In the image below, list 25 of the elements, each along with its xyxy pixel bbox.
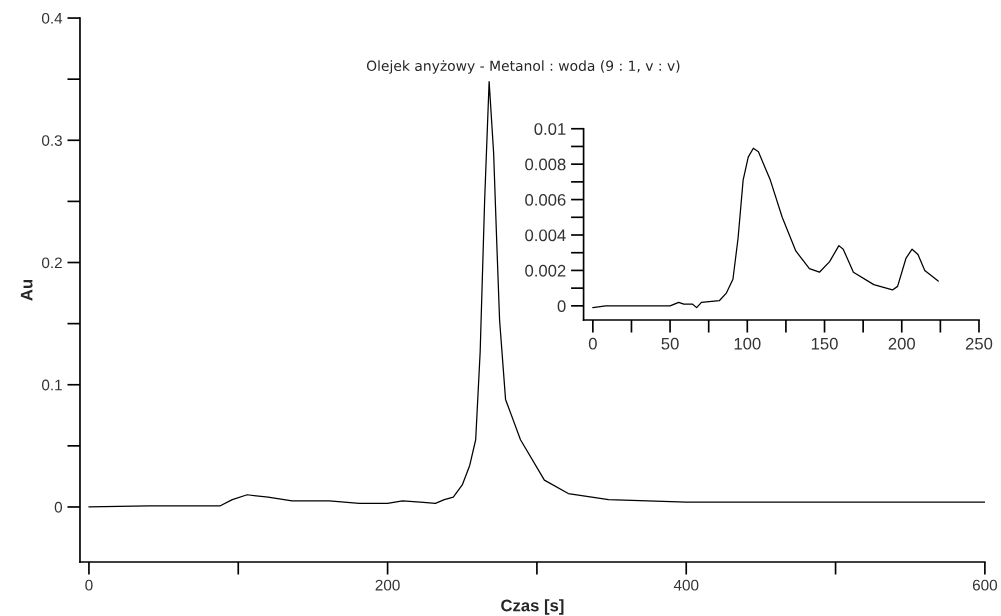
y-tick-label: 0.3 — [41, 135, 62, 146]
y-tick-label: 0.1 — [41, 379, 62, 391]
y-tick-label: 0.2 — [41, 257, 62, 269]
y-tick-label: 0 — [54, 501, 63, 513]
y-tick-label: 0.004 — [525, 229, 566, 242]
y-tick-label: 0.008 — [525, 158, 566, 171]
y-tick-label: 0.4 — [41, 12, 63, 24]
x-tick-label: 150 — [811, 337, 838, 350]
x-tick-label: 50 — [661, 337, 679, 350]
x-tick-label: 250 — [965, 337, 993, 350]
x-tick-label: 600 — [972, 579, 998, 591]
y-tick-label: 0 — [557, 300, 566, 313]
x-tick-label: 0 — [85, 579, 93, 591]
y-tick-label: 0.002 — [525, 264, 566, 277]
y-axis-title: Au — [20, 280, 33, 301]
x-tick-label: 100 — [734, 337, 761, 350]
x-tick-label: 200 — [888, 337, 916, 350]
x-axis-title: Czas [s] — [501, 599, 564, 615]
x-tick-label: 200 — [375, 579, 400, 591]
x-tick-label: 0 — [588, 337, 597, 350]
y-tick-label: 0.01 — [534, 123, 566, 135]
text: Olejek anyżowy - Metanol : woda (9 : 1, v : v) — [366, 60, 680, 74]
y-tick-label: 0.006 — [525, 193, 566, 206]
x-tick-label: 400 — [673, 579, 699, 591]
line-series — [592, 147, 939, 309]
